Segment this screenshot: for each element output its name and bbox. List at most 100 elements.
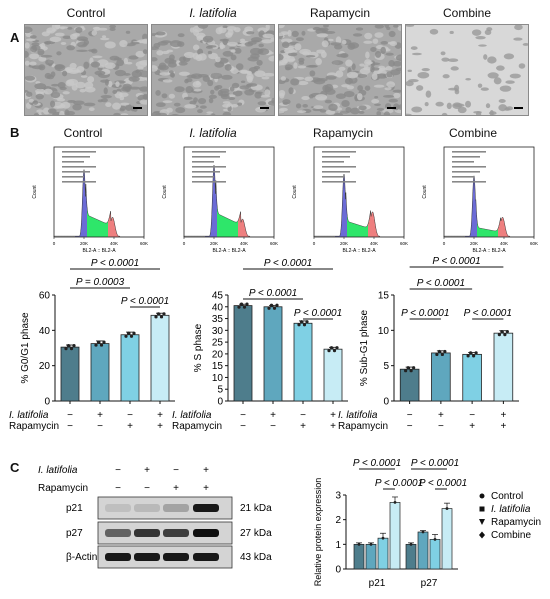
data-point [94,343,98,347]
cell [62,70,68,77]
cell [119,108,125,112]
stats-text-line [322,166,356,168]
cell [380,41,389,45]
cell [392,60,401,67]
cell [480,87,489,91]
cell [282,99,291,105]
matrix-row-label: Rapamycin [9,421,59,432]
cell [120,102,130,106]
cell [207,79,214,87]
cell [386,81,396,88]
cell [487,56,497,64]
cell [155,31,166,36]
stats-text-line [452,156,480,158]
cell [97,27,108,31]
data-point [102,340,106,344]
cell [145,77,147,81]
cell [131,70,143,78]
cell [514,25,523,31]
cell [315,58,322,66]
y-tick-label: 20 [39,361,51,372]
y-tick-label: 3 [335,491,341,502]
cell [247,40,257,45]
cell [135,50,145,58]
cell [287,29,292,37]
cell [114,91,123,99]
cell [382,94,395,98]
cell [229,46,236,50]
cell [50,91,61,99]
cell [374,96,379,99]
stats-text-line [452,176,474,178]
matrix-symbol: − [469,410,475,421]
micrograph [151,24,275,116]
cell [66,45,76,51]
cell [308,94,314,99]
cell [357,73,368,78]
cell [195,80,201,86]
cell [261,39,273,44]
cell [447,87,458,91]
cell [183,96,193,100]
cell [279,107,288,112]
cell [44,41,52,45]
cell [202,75,210,82]
data-point [329,346,334,350]
data-point [99,343,104,347]
cell [197,53,207,61]
g2-peak [368,210,383,237]
cell [221,74,233,80]
cell [25,26,33,34]
data-point [505,330,509,334]
cell [90,61,101,68]
stats-text-line [62,176,84,178]
cell [411,52,422,56]
cell [386,71,393,78]
cell [374,32,384,38]
micrograph-label: Control [66,6,106,20]
band-label: p21 [66,503,83,514]
cell [185,86,194,94]
cell [162,100,173,103]
cell [264,89,271,97]
cell [385,52,394,56]
data-point [433,538,437,541]
cell [246,83,258,87]
cell [25,75,36,81]
cell [321,40,329,48]
cell [222,103,231,108]
data-point [96,340,101,344]
cell [364,85,371,91]
cell [155,102,166,108]
x-tick-label: 40K [110,241,118,246]
stats-text-line [322,151,356,153]
wb-treatment-symbol: + [203,483,209,494]
bar [353,543,365,570]
cell [109,55,120,61]
cell [142,49,147,55]
cell [226,26,237,31]
stats-text-line [452,151,486,153]
data-point [267,306,271,310]
p-value-label: P < 0.0001 [464,308,512,319]
y-tick-label: 60 [39,291,51,302]
cell [297,65,307,69]
y-tick-label: 15 [212,361,224,372]
stats-text-line [192,176,214,178]
cell [128,86,141,90]
cell [156,50,164,56]
protein-band [134,504,160,512]
cell [485,103,491,109]
cell [57,82,66,89]
bar [323,348,343,402]
cell [323,25,329,28]
cell [207,50,213,55]
protein-band [134,553,160,561]
cell [370,46,377,52]
cell [51,83,59,87]
scale-bar [387,107,396,109]
micrograph [24,24,148,116]
cell [35,88,45,95]
band-kda: 21 kDa [240,503,272,514]
cell [297,81,309,86]
